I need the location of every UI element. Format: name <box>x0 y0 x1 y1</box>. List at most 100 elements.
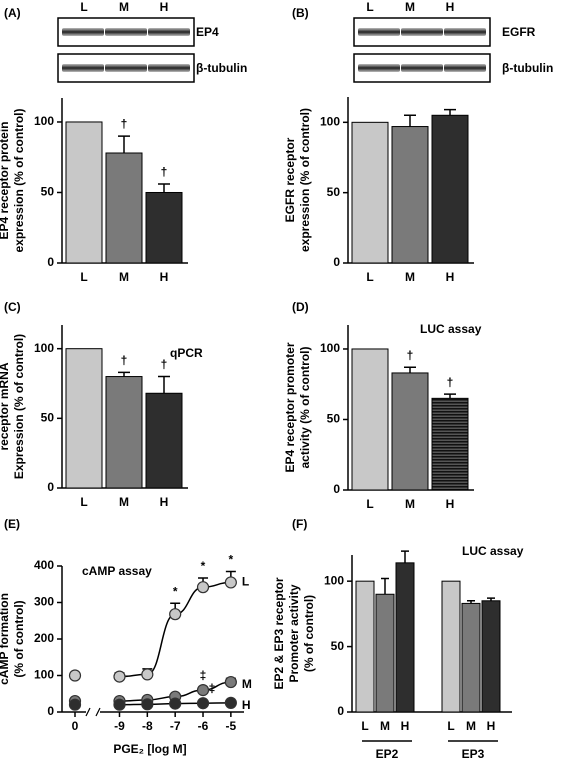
bar <box>145 191 183 264</box>
lane-label: M <box>119 0 129 14</box>
significance-mark: ‡ <box>209 681 216 695</box>
significance-mark: † <box>407 348 414 362</box>
data-point <box>68 698 82 711</box>
legend-label: M <box>242 677 252 691</box>
error-bar <box>158 183 170 193</box>
x-tick-label: H <box>160 270 169 284</box>
data-point <box>113 670 126 683</box>
error-bar <box>118 371 130 377</box>
axis-break <box>85 707 101 717</box>
chart-title: LUC assay <box>420 322 482 336</box>
y-tick-label: 50 <box>327 185 341 199</box>
panel-label: (B) <box>292 6 309 20</box>
y-tick-label: 100 <box>34 114 54 128</box>
error-bar <box>444 108 456 116</box>
y-axis-label: cAMP formation <box>0 593 11 685</box>
error-bar <box>487 597 495 601</box>
bar <box>65 121 103 264</box>
significance-mark: * <box>201 559 206 573</box>
y-axis-label: EGFR receptor <box>283 137 297 222</box>
error-bar <box>118 135 130 153</box>
data-point <box>196 697 210 710</box>
chart-title: qPCR <box>170 346 203 360</box>
y-tick-label: 50 <box>41 411 55 425</box>
bar <box>461 602 481 713</box>
chart-title: LUC assay <box>462 544 524 558</box>
legend-label: H <box>242 698 251 712</box>
error-bar <box>401 550 409 563</box>
error-bar <box>404 114 416 127</box>
bar <box>391 126 429 264</box>
panel-label: (F) <box>292 517 307 531</box>
bar <box>65 348 103 489</box>
y-axis-label: EP2 & EP3 receptor <box>272 577 286 689</box>
x-tick-label: M <box>119 270 129 284</box>
blot-band <box>401 64 443 72</box>
x-tick-label: M <box>405 497 415 511</box>
x-tick-label: -7 <box>170 719 181 733</box>
x-tick-label: -6 <box>198 719 209 733</box>
data-point <box>141 668 154 681</box>
y-tick-label: 100 <box>320 114 340 128</box>
x-tick-label: L <box>447 719 454 733</box>
blot-band <box>358 28 400 36</box>
data-point <box>224 576 237 589</box>
error-bar <box>467 600 475 604</box>
blot-label: EGFR <box>502 25 536 39</box>
blot-band <box>105 28 147 36</box>
y-tick-label: 50 <box>331 639 345 653</box>
chart-title: cAMP assay <box>82 564 152 578</box>
data-point <box>113 698 126 711</box>
data-point <box>224 696 237 709</box>
y-tick-label: 100 <box>320 341 340 355</box>
x-tick-label: H <box>446 497 455 511</box>
y-axis-label: receptor mRNA <box>0 362 11 450</box>
blot-band <box>444 28 486 36</box>
blot-band <box>105 64 147 72</box>
x-tick-label: L <box>80 495 87 509</box>
lane-label: H <box>160 0 169 14</box>
error-bar <box>158 375 170 394</box>
y-tick-label: 100 <box>34 341 54 355</box>
blot-band <box>62 64 104 72</box>
panel-label: (D) <box>292 300 309 314</box>
y-axis-label: expression (% of control) <box>12 108 26 252</box>
y-axis-label: expression (% of control) <box>298 108 312 252</box>
legend-label: L <box>242 575 249 589</box>
data-point <box>68 669 82 682</box>
data-point <box>224 675 237 689</box>
group-label: EP3 <box>462 747 485 761</box>
data-point <box>169 697 182 710</box>
y-tick-label: 200 <box>34 631 54 645</box>
bar <box>391 372 429 491</box>
error-bar <box>404 366 416 373</box>
x-axis-label: PGE₂ [log M] <box>113 742 186 756</box>
significance-mark: ‡ <box>200 668 207 682</box>
x-tick-label: 0 <box>72 719 79 733</box>
bar <box>351 121 389 264</box>
panel-label: (E) <box>4 517 20 531</box>
panel-label: (A) <box>4 6 21 20</box>
data-point <box>196 683 210 697</box>
blot-band <box>444 64 486 72</box>
y-tick-label: 100 <box>324 573 344 587</box>
x-tick-label: H <box>487 719 496 733</box>
blot-label: β-tubulin <box>502 61 553 75</box>
bar <box>145 392 183 489</box>
bar <box>375 593 395 713</box>
y-axis-label: activity (% of control) <box>298 346 312 468</box>
x-tick-label: -5 <box>226 719 237 733</box>
blot-label: EP4 <box>196 25 219 39</box>
y-tick-label: 400 <box>34 558 54 572</box>
blot-band <box>62 28 104 36</box>
y-axis-label: Expression (% of control) <box>12 334 26 479</box>
y-axis-label: (% of control) <box>12 600 26 677</box>
bar <box>481 600 501 713</box>
y-axis-label: (% of control) <box>302 595 316 672</box>
blot-band <box>148 64 190 72</box>
lane-label: M <box>405 0 415 14</box>
bar <box>395 562 415 713</box>
x-tick-label: L <box>80 270 87 284</box>
